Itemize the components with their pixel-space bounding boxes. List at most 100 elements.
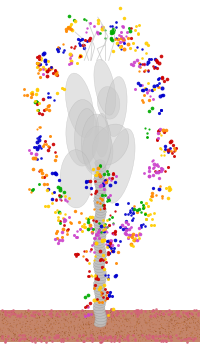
Point <box>39 328 42 334</box>
Point <box>101 239 104 244</box>
Point <box>134 311 137 317</box>
Point <box>67 325 70 330</box>
Point <box>155 321 159 327</box>
Point <box>15 317 18 323</box>
Ellipse shape <box>94 222 105 229</box>
Point <box>35 320 38 326</box>
Point <box>193 308 197 314</box>
Point <box>152 315 155 320</box>
Point <box>161 311 165 316</box>
Point <box>179 329 182 334</box>
Point <box>116 36 119 42</box>
Point <box>155 169 158 174</box>
Point <box>26 318 29 324</box>
Point <box>192 333 195 339</box>
Point <box>1 334 4 339</box>
Point <box>145 310 149 316</box>
Point <box>179 323 182 329</box>
Point <box>93 297 96 303</box>
Point <box>73 329 76 335</box>
Point <box>6 335 9 340</box>
Point <box>72 323 76 328</box>
Point <box>92 331 95 337</box>
Point <box>34 309 37 314</box>
Point <box>168 335 172 340</box>
Point <box>195 322 198 328</box>
Point <box>94 172 98 178</box>
Point <box>44 62 47 67</box>
Point <box>129 212 132 218</box>
Point <box>20 333 23 338</box>
Point <box>144 85 147 90</box>
Point <box>139 338 142 344</box>
Point <box>164 324 168 329</box>
Point <box>5 310 8 316</box>
Point <box>148 318 151 324</box>
Point <box>0 320 4 326</box>
Point <box>56 338 59 344</box>
Point <box>105 313 108 319</box>
Point <box>37 310 40 315</box>
Point <box>2 309 6 315</box>
Point <box>60 198 63 203</box>
Point <box>0 308 3 314</box>
Point <box>107 222 110 227</box>
Point <box>190 315 193 320</box>
Point <box>184 319 187 325</box>
Point <box>24 321 27 327</box>
Point <box>175 308 178 314</box>
Point <box>115 330 118 335</box>
Point <box>123 330 126 335</box>
Point <box>165 330 169 336</box>
Point <box>150 56 153 62</box>
Point <box>190 333 193 338</box>
Point <box>7 330 10 336</box>
Point <box>0 320 2 326</box>
Point <box>95 273 98 279</box>
Point <box>158 94 161 99</box>
Point <box>138 316 141 322</box>
Point <box>126 331 129 336</box>
Ellipse shape <box>94 239 105 245</box>
Point <box>116 310 119 316</box>
Point <box>10 310 13 315</box>
Point <box>49 64 53 70</box>
Point <box>132 314 136 320</box>
Point <box>35 60 39 66</box>
Point <box>69 330 72 336</box>
Point <box>64 332 67 338</box>
Point <box>90 330 94 335</box>
Point <box>119 329 123 334</box>
Point <box>171 309 174 315</box>
Point <box>79 317 82 323</box>
Point <box>26 326 30 332</box>
Point <box>70 320 73 326</box>
Point <box>92 323 95 328</box>
Point <box>89 329 93 335</box>
Point <box>44 324 47 329</box>
Point <box>151 63 154 68</box>
Point <box>75 313 78 319</box>
Point <box>148 319 151 325</box>
Point <box>96 316 99 321</box>
Point <box>98 339 102 345</box>
Point <box>118 330 121 336</box>
Point <box>94 218 97 224</box>
Point <box>49 322 52 328</box>
Point <box>117 329 120 335</box>
Point <box>87 322 90 328</box>
Point <box>126 324 129 329</box>
Point <box>152 210 156 216</box>
Point <box>102 330 105 335</box>
Point <box>102 335 105 341</box>
Point <box>160 309 163 314</box>
Point <box>148 87 151 93</box>
Point <box>84 256 88 262</box>
Point <box>30 329 33 335</box>
Point <box>22 310 25 315</box>
Point <box>158 308 161 314</box>
Point <box>69 319 73 324</box>
Point <box>124 220 127 225</box>
Point <box>121 333 124 339</box>
Point <box>39 331 42 336</box>
